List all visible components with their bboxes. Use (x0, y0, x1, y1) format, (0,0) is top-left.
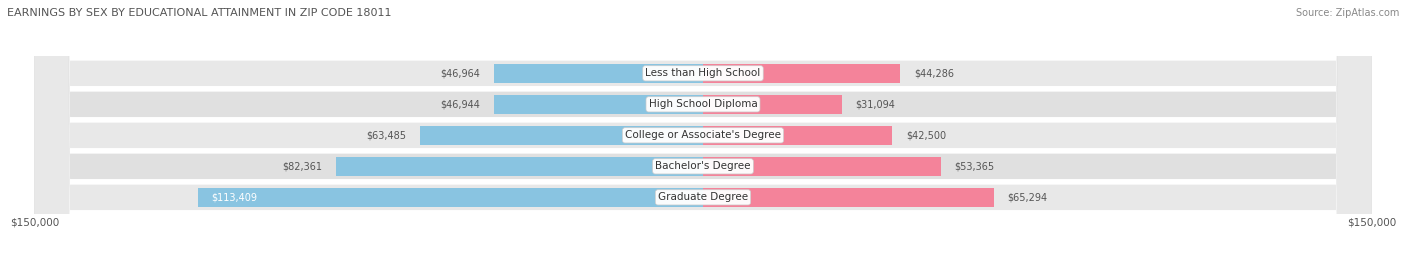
Text: $42,500: $42,500 (905, 130, 946, 140)
Text: $31,094: $31,094 (855, 99, 894, 109)
Text: Bachelor's Degree: Bachelor's Degree (655, 161, 751, 171)
Text: High School Diploma: High School Diploma (648, 99, 758, 109)
FancyBboxPatch shape (35, 0, 1371, 268)
Bar (494, 95, 703, 114)
Text: College or Associate's Degree: College or Associate's Degree (626, 130, 780, 140)
Text: Source: ZipAtlas.com: Source: ZipAtlas.com (1295, 8, 1399, 18)
FancyBboxPatch shape (35, 0, 1371, 268)
FancyBboxPatch shape (35, 0, 1371, 268)
Bar (703, 95, 842, 114)
Bar (198, 188, 703, 207)
Bar (494, 64, 703, 83)
Text: $53,365: $53,365 (955, 161, 994, 171)
Bar (703, 188, 994, 207)
Text: EARNINGS BY SEX BY EDUCATIONAL ATTAINMENT IN ZIP CODE 18011: EARNINGS BY SEX BY EDUCATIONAL ATTAINMEN… (7, 8, 391, 18)
Bar (420, 126, 703, 145)
FancyBboxPatch shape (35, 0, 1371, 268)
Bar (336, 157, 703, 176)
Bar (703, 126, 893, 145)
Text: $46,964: $46,964 (440, 68, 481, 78)
Text: $46,944: $46,944 (440, 99, 481, 109)
Bar (703, 64, 900, 83)
FancyBboxPatch shape (35, 0, 1371, 268)
Text: $63,485: $63,485 (367, 130, 406, 140)
Text: $44,286: $44,286 (914, 68, 953, 78)
Text: $65,294: $65,294 (1007, 192, 1047, 202)
Text: $113,409: $113,409 (211, 192, 257, 202)
Text: Graduate Degree: Graduate Degree (658, 192, 748, 202)
Text: $82,361: $82,361 (283, 161, 322, 171)
Text: Less than High School: Less than High School (645, 68, 761, 78)
Bar (703, 157, 941, 176)
